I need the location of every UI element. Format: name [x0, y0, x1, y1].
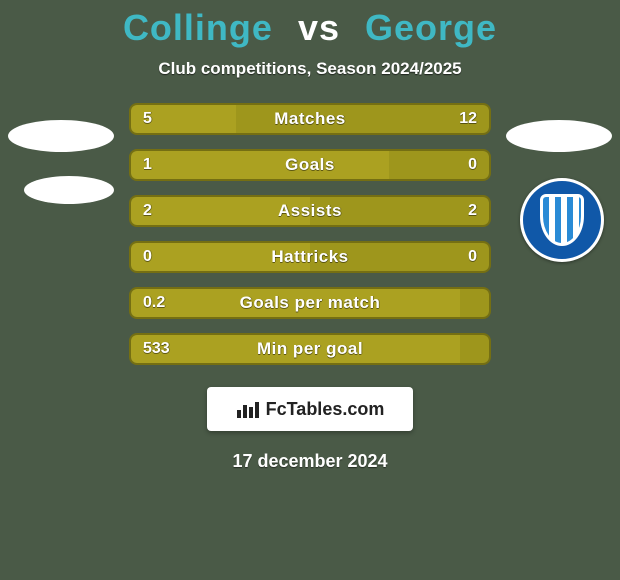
- crest-ring: [520, 178, 604, 262]
- stat-row: Matches512: [129, 103, 491, 135]
- stat-bar-right: [310, 197, 489, 225]
- stat-bar-left: [131, 243, 310, 271]
- stat-row: Goals10: [129, 149, 491, 181]
- stat-row: Min per goal533: [129, 333, 491, 365]
- date-text: 17 december 2024: [0, 451, 620, 472]
- stat-bar-left: [131, 151, 389, 179]
- player2-club-crest: [520, 178, 604, 262]
- player1-photo-placeholder: [8, 120, 114, 152]
- stat-bar-left: [131, 197, 310, 225]
- comparison-card: Collinge vs George Club competitions, Se…: [0, 0, 620, 580]
- player1-club-placeholder: [24, 176, 114, 204]
- bar-chart-icon: [236, 400, 260, 418]
- stat-bar-right: [460, 289, 489, 317]
- site-badge: FcTables.com: [207, 387, 413, 431]
- player1-name: Collinge: [123, 7, 273, 48]
- stat-bars: Matches512 Goals10 Assists22 Hattricks00 Goa…: [129, 103, 491, 365]
- player2-name: George: [365, 7, 497, 48]
- stat-row: Assists22: [129, 195, 491, 227]
- stat-bar-left: [131, 105, 236, 133]
- stat-bar-left: [131, 289, 460, 317]
- stat-bar-right: [389, 151, 489, 179]
- crest-stripes: [543, 197, 581, 243]
- player2-photo-placeholder: [506, 120, 612, 152]
- stat-bar-right: [460, 335, 489, 363]
- page-title: Collinge vs George: [0, 7, 620, 49]
- stat-row: Hattricks00: [129, 241, 491, 273]
- stat-bar-left: [131, 335, 460, 363]
- vs-text: vs: [298, 7, 340, 48]
- subtitle: Club competitions, Season 2024/2025: [0, 59, 620, 79]
- stat-bar-right: [236, 105, 489, 133]
- site-badge-text: FcTables.com: [266, 399, 385, 420]
- stat-row: Goals per match0.2: [129, 287, 491, 319]
- stat-bar-right: [310, 243, 489, 271]
- crest-shield: [540, 194, 584, 246]
